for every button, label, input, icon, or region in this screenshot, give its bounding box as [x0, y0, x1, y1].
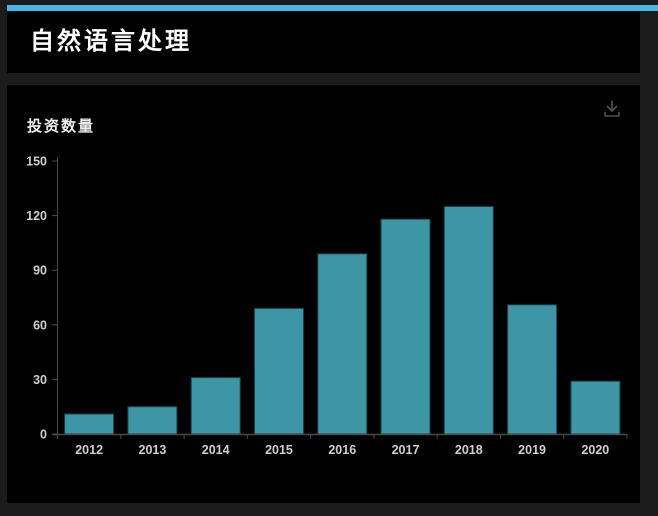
y-tick-label: 60 — [33, 318, 47, 332]
bar-2016 — [317, 253, 368, 435]
x-tick-label: 2012 — [75, 443, 103, 457]
bar-2018 — [443, 206, 494, 435]
download-icon — [604, 100, 620, 117]
chart-panel: 0 30 60 90 120 150 2012 2013 2014 2015 2016 2017 201… — [7, 85, 640, 503]
bar-2017 — [380, 218, 431, 435]
bar-2014 — [190, 377, 241, 435]
bar-2019 — [507, 304, 558, 435]
bar-2020 — [570, 380, 621, 435]
y-tick-label: 90 — [33, 264, 47, 278]
header-panel: 自然语言处理 — [7, 11, 640, 73]
x-tick-label: 2019 — [518, 443, 546, 457]
y-tick-label: 120 — [26, 209, 47, 223]
x-tick-label: 2017 — [392, 443, 420, 457]
x-tick-label: 2014 — [202, 443, 230, 457]
y-tick-label: 30 — [33, 373, 47, 387]
bar-chart: 0 30 60 90 120 150 2012 2013 2014 2015 2016 2017 201… — [26, 155, 628, 457]
y-tick-label: 150 — [26, 155, 47, 169]
bar-2012 — [64, 413, 115, 435]
x-tick-label: 2020 — [581, 443, 609, 457]
bar-2013 — [127, 406, 178, 435]
x-tick-label: 2013 — [139, 443, 167, 457]
chart-title: 投资数量 — [27, 118, 96, 135]
y-tick-label: 0 — [40, 428, 47, 442]
page-title: 自然语言处理 — [30, 28, 192, 55]
download-button[interactable] — [598, 95, 626, 123]
bar-2015 — [254, 307, 304, 435]
x-tick-label: 2018 — [455, 443, 483, 457]
x-tick-label: 2015 — [265, 443, 293, 457]
x-tick-label: 2016 — [328, 443, 356, 457]
accent-bar — [7, 5, 658, 11]
